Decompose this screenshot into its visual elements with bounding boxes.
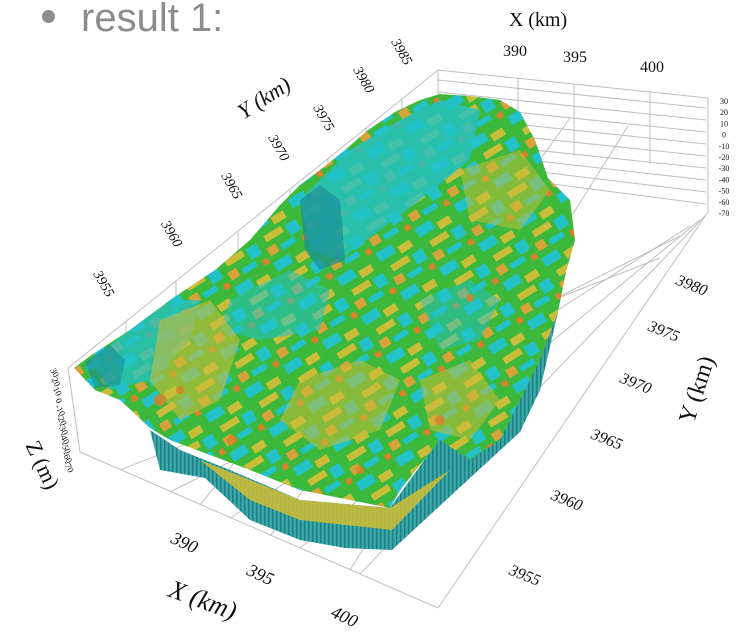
z-tick-label-right: -40 xyxy=(719,175,730,184)
y-tick-label-back: 3975 xyxy=(309,102,336,135)
y-tick-label-back: 3955 xyxy=(89,268,116,301)
z-tick-label: -70 xyxy=(61,459,76,475)
z-tick-label-right: 0 xyxy=(722,131,726,140)
z-tick-label-right: 30 xyxy=(720,97,728,106)
y-tick-label-right: 3955 xyxy=(506,562,543,590)
z-tick-label-right: 10 xyxy=(720,119,728,128)
y-tick-label-back: 3960 xyxy=(157,218,184,251)
x-tick-label-top: 390 xyxy=(503,43,527,60)
z-tick-label-right: -10 xyxy=(719,142,730,151)
x-tick-label-bottom: 390 xyxy=(167,527,201,557)
z-axis-label: Z (m) xyxy=(21,437,65,494)
z-axis-ticks-right: 30 20 10 0 -10 -20 -30 -40 -50 -60 -70 xyxy=(719,97,730,218)
bullet-line: result 1: xyxy=(42,0,223,42)
y-tick-label-right: 3980 xyxy=(673,272,710,300)
x-axis-label-top: X (km) xyxy=(509,9,567,31)
y-tick-label-right: 3970 xyxy=(617,370,654,398)
terrain-base xyxy=(200,460,450,530)
z-tick-label-right: -50 xyxy=(719,187,730,196)
x-tick-label-bottom: 395 xyxy=(243,559,277,589)
y-tick-label-back: 3970 xyxy=(264,132,291,165)
terrain-surface xyxy=(74,94,575,550)
x-axis-ticks-top: 390 395 400 xyxy=(503,43,664,76)
y-tick-label-back: 3980 xyxy=(349,64,376,97)
x-tick-label-top: 400 xyxy=(640,59,664,76)
y-axis-label-right: Y (km) xyxy=(674,353,720,427)
y-tick-label-right: 3960 xyxy=(548,487,585,515)
y-axis-label-back: Y (km) xyxy=(233,71,295,124)
y-tick-label-right: 3975 xyxy=(645,318,682,346)
x-tick-label-top: 395 xyxy=(563,49,587,66)
bullet-text: result 1: xyxy=(81,0,224,40)
bullet-dot-icon xyxy=(42,9,55,23)
y-tick-label-right: 3965 xyxy=(588,426,625,454)
y-tick-label-back: 3965 xyxy=(217,170,244,203)
terrain-side-wall xyxy=(150,272,560,550)
z-tick-label-right: -60 xyxy=(719,198,730,207)
z-tick-label: 0 xyxy=(53,396,64,405)
y-tick-label-back: 3985 xyxy=(387,36,414,69)
z-tick-label-right: -30 xyxy=(719,164,730,173)
x-tick-label-bottom: 400 xyxy=(328,602,361,632)
z-tick-label-right: 20 xyxy=(720,108,728,117)
x-axis-label-bottom: X (km) xyxy=(164,574,241,626)
z-tick-label-right: -20 xyxy=(719,153,730,162)
z-tick-label-right: -70 xyxy=(719,209,730,218)
